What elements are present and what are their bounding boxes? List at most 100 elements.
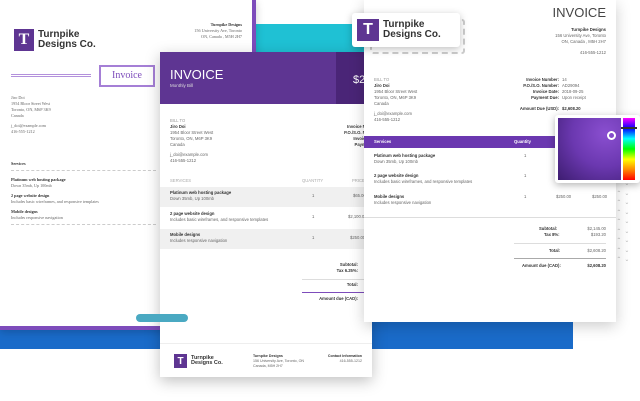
col-header-price: PRICE <box>352 178 365 183</box>
amount-due-label: Amount due (CAD): <box>319 296 358 301</box>
hue-slider[interactable] <box>621 118 637 180</box>
modern-invoice-template[interactable]: INVOICE Monthly Bill $2 BILL TO Jiro Doi… <box>160 52 372 377</box>
item-desc: Includes responsive navigation <box>170 238 228 243</box>
item-name: 2 page website design <box>170 211 215 216</box>
tax-label: Tax 6.25%: <box>336 268 358 273</box>
footer-company: Turnpike Designs <box>253 354 283 358</box>
logo-mark-icon: T <box>174 354 187 368</box>
col-header-services: SERVICES <box>170 178 192 183</box>
logo-text: Turnpike <box>38 29 80 40</box>
amount-due-label: Amount due (CAD): <box>522 263 561 268</box>
item-qty: 1 <box>524 153 527 158</box>
item-desc: Includes basic wireframes, and responsiv… <box>11 199 99 204</box>
meta-label: Invoice Num <box>347 124 372 129</box>
footer-phone: 416-555-1212 <box>339 359 362 363</box>
client-address: 1954 Bloor Street West <box>170 130 214 135</box>
logo-text: Designs Co. <box>38 39 96 50</box>
tax-value: $193.20 <box>590 232 606 237</box>
amount-due-label: Amount Due (USD): <box>519 106 559 111</box>
table-row: Platinum web hosting package Down 35mb, U… <box>364 153 616 173</box>
item-desc: Down 35mb, Up 100mb <box>374 159 418 164</box>
item-qty: 1 <box>312 214 315 219</box>
color-picker[interactable] <box>555 115 640 183</box>
invoice-footer: T Turnpike Designs Co. Turnpike Designs 1… <box>160 343 372 377</box>
company-name: Turnpike Designs <box>210 22 242 27</box>
item-desc: Includes responsive navigation <box>374 200 432 205</box>
meta-label: Payment Due: <box>531 95 559 100</box>
invoice-title: INVOICE <box>552 5 606 20</box>
item-desc: Includes responsive navigation <box>11 215 63 220</box>
invoice-title: INVOICE <box>170 67 224 82</box>
logo-upload-card[interactable]: T Turnpike Designs Co. <box>352 13 460 47</box>
item-name: Platinum web hosting package <box>11 177 66 182</box>
footer-address: 156 University Ave, Toronto, ON <box>253 359 305 363</box>
meta-value: Upon receipt <box>562 95 586 100</box>
client-email: j_doi@example.com <box>11 123 46 128</box>
item-desc: Down 35mb, Up 100mb <box>170 196 214 201</box>
item-qty: 1 <box>312 193 315 198</box>
logo-text: Designs Co. <box>383 29 441 40</box>
item-desc: Includes basic wireframes, and responsiv… <box>170 217 269 222</box>
amount-due-value: $2,608.20 <box>587 263 606 268</box>
company-name: Turnpike Designs <box>571 27 606 32</box>
color-handle[interactable] <box>607 131 616 140</box>
footer-address: Canada, M5H 2H7 <box>253 364 283 368</box>
meta-label: P.O./S.O. Number: <box>523 83 559 88</box>
client-name: Jiro Doi <box>170 124 186 129</box>
meta-label: Invoice Date: <box>532 89 559 94</box>
item-name: Platinum web hosting package <box>170 190 232 195</box>
subtotal-label: Subtotal: <box>539 226 558 231</box>
item-price: $2,100.00 <box>348 214 367 219</box>
item-name: 2 page website design <box>11 193 50 198</box>
client-name: Jiro Doi <box>11 95 25 100</box>
client-address: Toronto, ON, M6P 3K9 <box>374 95 417 100</box>
table-row: 2 page website design Includes basic wire… <box>364 173 616 193</box>
col-header-quantity: Quantity <box>514 139 531 144</box>
client-email: j_doi@example.com <box>374 111 413 116</box>
meta-value: AD29094 <box>562 83 580 88</box>
company-address: ON, Canada , M5H 2H7 <box>201 34 242 39</box>
item-desc: Down 35mb, Up 100mb <box>11 183 52 188</box>
item-rate: $250.00 <box>556 194 572 199</box>
services-heading: Services <box>11 161 156 171</box>
meta-label: Invoice D <box>353 136 372 141</box>
item-amount: $250.00 <box>592 194 608 199</box>
table-header: Services Quantity <box>364 136 616 148</box>
item-price: $250.00 <box>350 235 366 240</box>
item-name: Platinum web hosting package <box>374 153 436 158</box>
bill-to-label: BILL TO <box>374 77 390 82</box>
subtotal-label: Subtotal: <box>339 262 358 267</box>
hue-slider-handle[interactable] <box>621 127 637 129</box>
color-saturation-area[interactable] <box>558 118 621 180</box>
bill-to-label: BILL TO <box>170 118 186 123</box>
company-address: 156 University Ave, Toronto <box>555 33 606 38</box>
item-name: Mobile designs <box>170 232 201 237</box>
meta-value: 2018-09-25 <box>562 89 584 94</box>
client-phone: 416-555-1212 <box>374 117 401 122</box>
invoice-badge: Invoice <box>99 65 155 87</box>
logo-text: Turnpike <box>383 19 425 30</box>
client-country: Canada <box>11 113 24 118</box>
logo-mark-icon: T <box>14 29 34 51</box>
client-address: 1954 Bloor Street West <box>11 101 51 106</box>
subtotal-value: $2,145.00 <box>587 226 606 231</box>
client-address: Toronto, ON, M6P 3K9 <box>11 107 51 112</box>
brand-logo: T Turnpike Designs Co. <box>174 354 223 368</box>
tax-label: Tax 8%: <box>544 232 560 237</box>
client-country: Canada <box>374 101 389 106</box>
table-row: Mobile designs Includes responsive naviga… <box>364 194 616 214</box>
item-price: $65.00 <box>353 193 366 198</box>
cyan-decor-bar <box>250 24 370 52</box>
brand-logo: T Turnpike Designs Co. <box>14 29 96 51</box>
company-phone: 416-555-1212 <box>579 50 606 55</box>
item-qty: 1 <box>524 194 527 199</box>
item-name: 2 page website design <box>374 173 419 178</box>
client-email: j_doi@example.com <box>170 152 209 157</box>
invoice-subtitle: Monthly Bill <box>170 83 194 88</box>
logo-mark-icon: T <box>357 19 379 41</box>
logo-text: Turnpike <box>191 354 214 361</box>
teal-decor-pill <box>136 314 188 322</box>
client-phone: 416-555-1212 <box>170 158 197 163</box>
table-row: 2 page website design Includes basic wire… <box>160 208 372 228</box>
total-label: Total: <box>346 282 358 287</box>
